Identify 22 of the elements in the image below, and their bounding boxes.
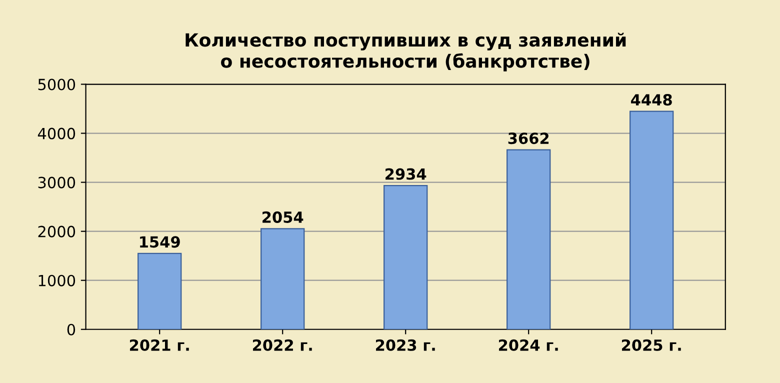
chart-title: Количество поступивших в суд заявлений о несостоятельности (банкротстве) xyxy=(186,32,626,72)
bar xyxy=(506,149,551,330)
x-tick-label: 2022 г. xyxy=(252,339,312,351)
bar xyxy=(138,252,182,330)
bar xyxy=(384,184,428,330)
data-label: 2054 xyxy=(262,211,304,223)
x-tick-label: 2023 г. xyxy=(376,339,435,351)
x-tick-label: 2024 г. xyxy=(498,339,558,351)
y-tick-label: 1000 xyxy=(38,274,76,286)
x-tick-label: 2021 г. xyxy=(130,339,189,351)
data-label: 3662 xyxy=(508,132,549,144)
data-label: 1549 xyxy=(140,236,180,248)
bar xyxy=(630,110,674,330)
x-tick-label: 2025 г. xyxy=(622,339,681,351)
y-tick-label: 2000 xyxy=(38,226,76,238)
y-tick-label: 5000 xyxy=(38,78,76,90)
y-tick-label: 0 xyxy=(67,324,76,336)
data-label: 2934 xyxy=(386,168,426,180)
y-tick-label: 4000 xyxy=(38,128,76,140)
data-label: 4448 xyxy=(631,94,672,106)
y-tick-label: 3000 xyxy=(38,176,76,188)
bar xyxy=(260,228,305,330)
